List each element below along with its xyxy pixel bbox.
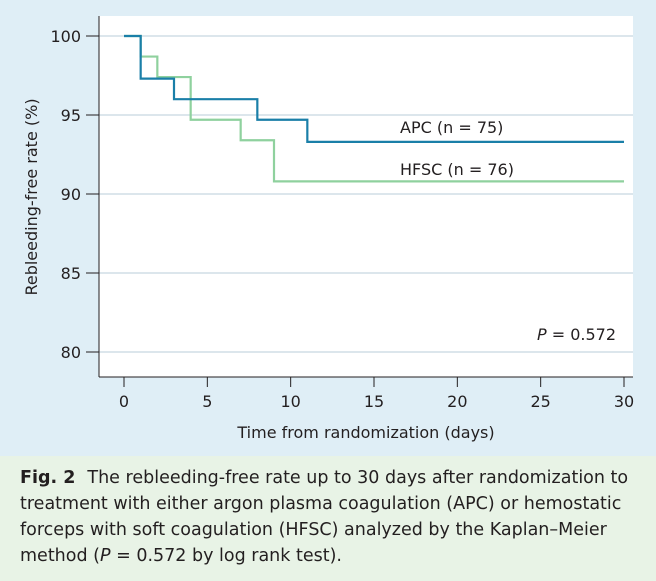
x-axis-title: Time from randomization (days)	[236, 423, 494, 442]
x-tick-label: 5	[202, 392, 212, 411]
plot-area	[99, 16, 633, 377]
x-tick-label: 30	[614, 392, 634, 411]
caption-text-part1: The rebleeding-free rate up to 30 days a…	[20, 468, 629, 566]
x-tick-label: 20	[447, 392, 467, 411]
series-label-hfsc: HFSC (n = 76)	[400, 160, 514, 179]
figure-caption: Fig. 2 The rebleeding-free rate up to 30 …	[0, 456, 656, 581]
y-tick-label: 80	[61, 343, 81, 362]
y-tick-label: 100	[50, 27, 81, 46]
caption-text-part2: = 0.572 by log rank test).	[110, 546, 342, 566]
x-tick-label: 15	[364, 392, 384, 411]
y-tick-label: 90	[61, 185, 81, 204]
p-value-text: = 0.572	[547, 325, 616, 344]
y-tick-label: 95	[61, 106, 81, 125]
axis-ticks: 80 85 90 95 100 0 5 10 15 20 25 30	[50, 27, 634, 411]
caption-p-symbol: P	[99, 546, 111, 566]
series-label-apc: APC (n = 75)	[400, 118, 503, 137]
x-tick-label: 25	[530, 392, 550, 411]
series-lines	[124, 34, 624, 183]
y-tick-label: 85	[61, 264, 81, 283]
grid-lines	[99, 35, 633, 353]
kaplan-meier-chart: 80 85 90 95 100 0 5 10 15 20 25 30 APC (n = 75) HFS…	[22, 16, 634, 442]
y-axis-title: Rebleeding-free rate (%)	[22, 98, 41, 295]
x-tick-label: 10	[280, 392, 300, 411]
plot-panel: 80 85 90 95 100 0 5 10 15 20 25 30 APC (n = 75) HFS…	[0, 0, 656, 456]
p-value-annotation: P = 0.572	[537, 325, 616, 344]
caption-label: Fig. 2	[20, 468, 76, 488]
x-tick-label: 0	[119, 392, 129, 411]
p-symbol: P	[537, 325, 547, 344]
series-line-apc	[124, 34, 624, 143]
